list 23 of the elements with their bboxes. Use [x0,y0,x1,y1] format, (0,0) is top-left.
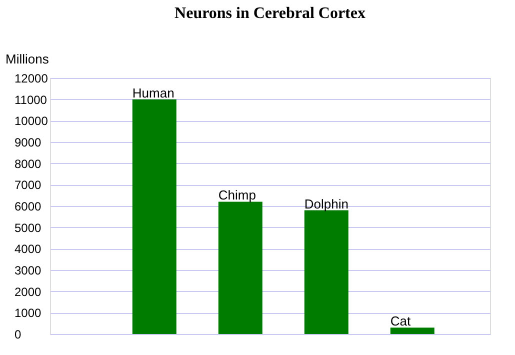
y-axis-title: Millions [6,52,50,66]
y-tick-label: 10000 [14,114,48,128]
y-tick-label: 8000 [14,156,42,171]
y-tick-label: 6000 [14,200,42,214]
y-tick-label: 12000 [14,72,48,86]
y-tick-label: 5000 [14,220,42,235]
bar [218,202,262,334]
bar [132,99,176,334]
x-tick-label: Dolphin [304,196,348,212]
y-tick-label: 11000 [14,92,48,107]
bar [304,210,348,334]
y-tick-label: 9000 [14,136,42,150]
y-tick-label: 7000 [14,178,42,192]
y-tick-label: 4000 [14,242,42,256]
x-tick-label: Chimp [218,188,256,203]
chart-title: Neurons in Cerebral Cortex [174,5,366,22]
bar [390,328,434,334]
x-tick-label: Cat [390,314,412,329]
x-tick-label: Human [132,85,174,100]
y-tick-label: 2000 [14,284,42,299]
y-tick-label: 3000 [14,264,42,278]
y-tick-label: 0 [14,328,22,342]
y-tick-label: 1000 [14,306,42,320]
